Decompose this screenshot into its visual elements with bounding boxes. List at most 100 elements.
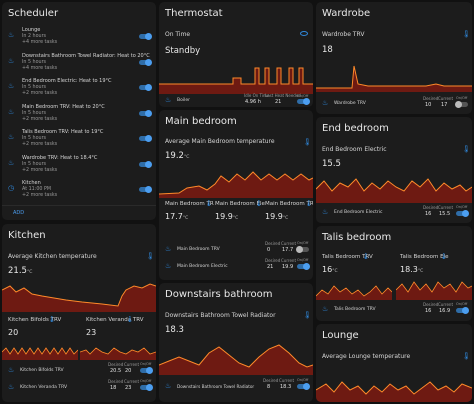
flame-icon: ♨ bbox=[8, 158, 15, 167]
card-title: Lounge bbox=[322, 330, 359, 341]
kitchen-mini-chart-1 bbox=[2, 347, 78, 360]
schedule-item-time: In 5 hours bbox=[22, 59, 47, 65]
schedule-toggle[interactable] bbox=[139, 135, 152, 142]
thermometer-icon: 🌡 bbox=[440, 253, 448, 260]
mini-sensor-label: Main Bedroom TR bbox=[165, 201, 214, 207]
row-toggle[interactable] bbox=[140, 384, 153, 391]
talis-toggle[interactable] bbox=[456, 307, 469, 314]
schedule-toggle[interactable] bbox=[139, 109, 152, 117]
flame-icon: ♨ bbox=[8, 133, 15, 141]
schedule-item[interactable]: ♨ Wardrobe TRV: Heat to 18.4°C In 5 hours +… bbox=[2, 154, 156, 178]
on-time-label: On Time bbox=[165, 31, 191, 38]
schedule-toggle[interactable] bbox=[139, 160, 152, 168]
mini-sensor-value: 23 bbox=[86, 328, 97, 337]
add-button[interactable]: ADD bbox=[13, 210, 25, 216]
current-label: Current bbox=[438, 205, 454, 210]
current-value: 20 bbox=[125, 368, 132, 374]
eye-icon[interactable] bbox=[300, 31, 308, 36]
row-toggle[interactable] bbox=[296, 246, 309, 253]
row-label: Main Bedroom TRV bbox=[177, 247, 220, 252]
row-label: End Bedroom Electric bbox=[334, 210, 383, 215]
idle-on-time-value: 4.96 h bbox=[245, 99, 261, 105]
desired-label: Desired bbox=[423, 205, 439, 210]
schedule-toggle[interactable] bbox=[139, 33, 152, 40]
desired-value: 21 bbox=[267, 264, 274, 270]
row-toggle[interactable] bbox=[297, 263, 310, 270]
schedule-item-name: Wardrobe TRV: Heat to 18.4°C bbox=[22, 154, 98, 161]
sensor-value: 15.5 bbox=[322, 159, 341, 169]
schedule-item-time: In 5 hours bbox=[22, 110, 47, 116]
thermostat-chart bbox=[159, 67, 313, 94]
mini-sensor-label: Talis Bedroom Ele bbox=[400, 254, 449, 260]
schedule-item-name: Kitchen bbox=[22, 180, 41, 186]
card-title: Talis bedroom bbox=[322, 232, 392, 243]
main-bedroom-card: Main bedroom Average Main Bedroom temper… bbox=[159, 110, 313, 280]
card-title: Scheduler bbox=[8, 8, 59, 19]
boiler-label: Boiler bbox=[177, 98, 190, 103]
main-bedroom-chart bbox=[159, 171, 313, 198]
boiler-toggle[interactable] bbox=[297, 98, 310, 105]
desired-label: Desired bbox=[108, 362, 124, 367]
schedule-toggle[interactable] bbox=[139, 58, 152, 66]
row-label: Downstairs Bathroom Towel Radiator bbox=[177, 384, 255, 389]
toggle-label: On/Off bbox=[140, 379, 152, 383]
wardrobe-toggle[interactable] bbox=[455, 101, 468, 108]
mini-sensor-value: 19.9°C bbox=[215, 212, 239, 221]
scheduler-card: Scheduler ♨ Lounge In 2 hours +4 more tasks… bbox=[2, 2, 156, 220]
toggle-label: On/Off bbox=[456, 302, 468, 306]
schedule-item[interactable]: ◷ Kitchen At 11:00 PM +2 more tasks bbox=[2, 179, 156, 203]
current-value: 19.9 bbox=[282, 264, 294, 270]
current-value: 17 bbox=[441, 102, 448, 108]
avg-temp-value: 21.5°C bbox=[8, 266, 33, 276]
talis-bedroom-card: Talis bedroom Talis Bedroom TRV 🌡 16°C Tali… bbox=[316, 226, 472, 321]
flame-icon: ♨ bbox=[322, 305, 329, 313]
desired-value: 8 bbox=[267, 384, 271, 390]
end-bedroom-card: End bedroom End Bedroom Electric 🌡 15.5 … bbox=[316, 117, 472, 223]
desired-label: Desired bbox=[265, 241, 281, 246]
last-heat-needed-value: 21 bbox=[275, 99, 282, 105]
thermostat-line bbox=[159, 67, 313, 85]
desired-label: Desired bbox=[423, 96, 439, 101]
thermometer-icon: 🌡 bbox=[146, 252, 155, 260]
thermometer-icon: 🌡 bbox=[305, 200, 313, 207]
toggle-label: On/Off bbox=[297, 241, 309, 245]
wardrobe-chart bbox=[316, 65, 472, 92]
schedule-item-time: At 11:00 PM bbox=[22, 187, 51, 192]
schedule-toggle[interactable] bbox=[139, 186, 152, 193]
downstairs-bathroom-card: Downstairs bathroom Downstairs Bathroom … bbox=[159, 283, 313, 402]
schedule-item-name: End Bedroom Electric: Heat to 19°C bbox=[22, 78, 112, 84]
schedule-item[interactable]: ♨ Lounge In 2 hours +4 more tasks bbox=[2, 26, 156, 50]
schedule-item[interactable]: ♨ Main Bedroom TRV: Heat to 20°C In 5 hour… bbox=[2, 103, 156, 127]
current-value: 16.9 bbox=[439, 308, 451, 314]
schedule-item[interactable]: ♨ Downstairs Bathroom Towel Radiator: Hea… bbox=[2, 52, 156, 76]
schedule-item-more: +2 more tasks bbox=[22, 193, 58, 198]
sensor-value: 18 bbox=[322, 45, 333, 55]
schedule-item[interactable]: ♨ End Bedroom Electric: Heat to 19°C In 5 … bbox=[2, 77, 156, 101]
schedule-item[interactable]: ♨ Talis Bedroom TRV: Heat to 19°C In 5 hou… bbox=[2, 128, 156, 152]
current-label: Current bbox=[281, 241, 297, 246]
schedule-item-name: Lounge bbox=[22, 27, 41, 33]
desired-label: Desired bbox=[265, 258, 281, 263]
thermostat-card: Thermostat On Time Standby ♨ Boiler Idle… bbox=[159, 2, 313, 107]
downstairs-toggle[interactable] bbox=[297, 383, 310, 390]
avg-temp-label: Average Main Bedroom temperature bbox=[165, 138, 275, 145]
sensor-label: Downstairs Bathroom Towel Radiator bbox=[165, 312, 276, 319]
card-title: Main bedroom bbox=[165, 116, 237, 127]
flame-icon: ♨ bbox=[8, 383, 15, 391]
thermometer-icon: 🌡 bbox=[462, 30, 471, 38]
current-label: Current bbox=[124, 379, 140, 384]
thermometer-icon: 🌡 bbox=[48, 316, 56, 323]
current-label: Current bbox=[124, 362, 140, 367]
schedule-item-time: In 2 hours bbox=[22, 34, 47, 39]
schedule-toggle[interactable] bbox=[139, 84, 152, 91]
end-bedroom-toggle[interactable] bbox=[456, 210, 469, 217]
sensor-label: Wardrobe TRV bbox=[322, 31, 365, 38]
thermometer-icon: 🌡 bbox=[462, 352, 471, 360]
sensor-label: End Bedroom Electric bbox=[322, 146, 387, 153]
flame-icon: ♨ bbox=[165, 382, 172, 390]
row-toggle[interactable] bbox=[140, 367, 153, 374]
card-title: End bedroom bbox=[322, 123, 389, 134]
toggle-label: On/Off bbox=[140, 362, 152, 366]
avg-temp-value: 19.2°C bbox=[165, 151, 190, 161]
desired-value: 0 bbox=[267, 247, 271, 253]
